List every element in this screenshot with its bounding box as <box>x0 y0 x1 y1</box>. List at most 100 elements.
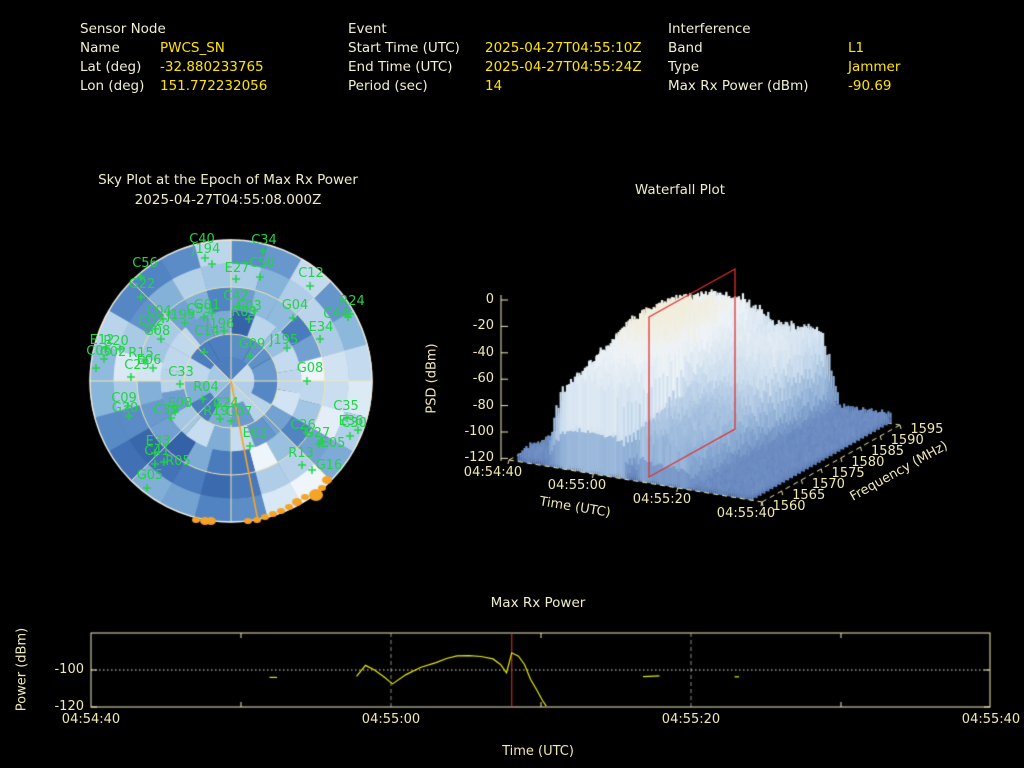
waterfall-freq-tick: 1580 <box>851 455 885 470</box>
satellite-label: C04 <box>146 303 172 319</box>
satellite-label: C39 <box>153 402 179 418</box>
satellite-label: G08 <box>296 360 324 376</box>
satellite-label: J195 <box>269 332 299 348</box>
satellite-label: E33 <box>145 433 171 449</box>
waterfall-time-tick: 04:55:20 <box>632 492 692 507</box>
satellite-label: R13 <box>288 445 314 461</box>
satellite-label: R04 <box>193 379 219 395</box>
sensor-node-title: Sensor Node <box>80 21 166 37</box>
waterfall-freq-tick: 1590 <box>890 433 924 448</box>
event-period-value: 14 <box>485 78 503 94</box>
satellite-label: C41 <box>144 443 170 459</box>
satellite-label: C50 <box>249 255 275 271</box>
sensor-lat-label: Lat (deg) <box>80 59 142 75</box>
event-period-label: Period (sec) <box>348 78 428 94</box>
satellite-label: E03 <box>242 425 268 441</box>
skyplot-subtitle: 2025-04-27T04:55:08.000Z <box>134 192 322 208</box>
power-x-tick: 04:55:00 <box>361 712 421 727</box>
event-start-label: Start Time (UTC) <box>348 40 460 56</box>
interference-power-value: -90.69 <box>848 78 892 94</box>
power-canvas <box>50 622 1024 717</box>
satellite-label: C40 <box>189 231 215 247</box>
power-x-tick: 04:54:40 <box>61 712 121 727</box>
event-end-value: 2025-04-27T04:55:24Z <box>485 59 642 75</box>
waterfall-time-tick: 04:55:40 <box>716 506 776 521</box>
satellite-label: G27 <box>303 425 331 441</box>
satellite-label: E34 <box>308 319 334 335</box>
waterfall-psd-tick: -60 <box>472 371 494 387</box>
waterfall-psd-tick: 0 <box>485 292 494 307</box>
satellite-label: G02 <box>99 344 127 360</box>
power-y-axis-label: Power (dBm) <box>14 627 30 712</box>
interference-type-value: Jammer <box>848 59 901 75</box>
satellite-label: E05 <box>320 435 346 451</box>
waterfall-psd-tick: -100 <box>464 424 494 439</box>
interference-band-label: Band <box>668 40 703 56</box>
satellite-label: J196 <box>205 316 235 332</box>
satellite-label: C34 <box>251 232 277 248</box>
skyplot-title: Sky Plot at the Epoch of Max Rx Power <box>98 172 358 188</box>
satellite-label: E12 <box>89 332 115 348</box>
satellite-label: C42 <box>223 288 249 304</box>
satellite-label: E36 <box>338 413 364 429</box>
waterfall-freq-tick: 1575 <box>831 466 865 481</box>
satellite-label: G04 <box>281 297 309 313</box>
interference-title: Interference <box>668 21 751 37</box>
satellite-label: G16 <box>315 457 343 473</box>
sensor-lon-label: Lon (deg) <box>80 78 145 94</box>
satellite-label: G05 <box>136 467 164 483</box>
satellite-label: C59 <box>186 301 212 317</box>
waterfall-freq-tick: 1595 <box>910 422 944 437</box>
power-x-tick: 04:55:20 <box>661 712 721 727</box>
waterfall-freq-tick: 1565 <box>792 488 826 503</box>
satellite-label: C03 <box>236 298 262 314</box>
event-end-label: End Time (UTC) <box>348 59 453 75</box>
satellite-label: C14 <box>194 323 220 339</box>
satellite-label: C09 <box>111 390 137 406</box>
waterfall-freq-tick: 1570 <box>811 477 845 492</box>
satellite-label: J199 <box>166 307 196 323</box>
waterfall-z-axis-label: PSD (dBm) <box>424 343 440 414</box>
satellite-label: E06 <box>136 352 162 368</box>
satellite-label: C33 <box>168 364 194 380</box>
waterfall-title: Waterfall Plot <box>634 182 726 198</box>
satellite-label: R24 <box>339 293 365 309</box>
satellite-label: C44 <box>323 306 349 322</box>
interference-type-label: Type <box>668 59 700 75</box>
satellite-label: C30 <box>341 415 367 431</box>
interference-power-label: Max Rx Power (dBm) <box>668 78 809 94</box>
interference-band-value: L1 <box>848 40 865 56</box>
satellite-label: G20 <box>111 400 139 416</box>
satellite-label: C24 <box>213 395 239 411</box>
waterfall-freq-tick: 1585 <box>870 444 905 459</box>
satellite-label: C12 <box>298 265 324 281</box>
power-y-tick: -120 <box>54 699 84 714</box>
satellite-label: R20 <box>103 333 129 349</box>
satellite-label: E08 <box>167 395 193 411</box>
waterfall-time-tick: 04:54:40 <box>463 465 523 480</box>
power-title: Max Rx Power <box>490 595 586 611</box>
satellite-label: C02 <box>138 313 164 329</box>
satellite-label: G01 <box>193 297 221 313</box>
waterfall-psd-tick: -40 <box>472 344 494 360</box>
satellite-label: C25 <box>124 357 150 373</box>
satellite-label: G22 <box>128 276 156 292</box>
sensor-name-value: PWCS_SN <box>160 40 225 56</box>
waterfall-time-tick: 04:55:00 <box>547 478 607 493</box>
satellite-label: E27 <box>224 260 250 276</box>
waterfall-canvas <box>420 225 1010 530</box>
satellite-label: R03 <box>231 304 257 320</box>
satellite-label: R19 <box>203 403 229 419</box>
satellite-label: J194 <box>191 241 221 257</box>
power-x-axis-label: Time (UTC) <box>502 744 574 759</box>
waterfall-psd-tick: -80 <box>472 397 494 413</box>
satellite-label: C35 <box>333 398 359 414</box>
sensor-lat-value: -32.880233765 <box>160 59 264 75</box>
satellite-label: R15 <box>128 345 154 361</box>
waterfall-psd-tick: -120 <box>464 450 494 466</box>
power-x-tick: 04:55:40 <box>961 712 1021 727</box>
satellite-label: G09 <box>238 336 266 352</box>
satellite-label: R05 <box>165 453 191 469</box>
power-y-tick: -100 <box>54 662 84 677</box>
